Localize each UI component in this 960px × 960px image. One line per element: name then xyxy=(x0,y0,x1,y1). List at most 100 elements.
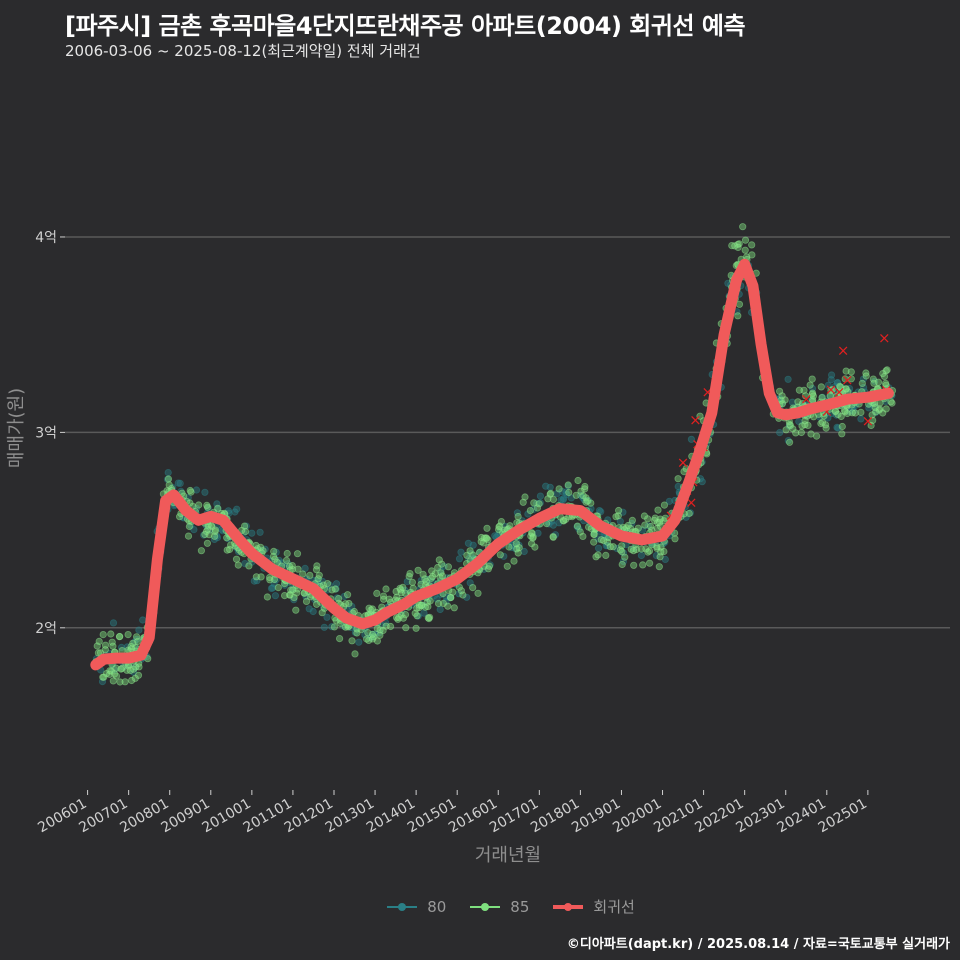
data-point-80 xyxy=(271,592,279,600)
data-point-85 xyxy=(880,372,889,380)
data-point-85 xyxy=(808,375,816,383)
data-point-85 xyxy=(530,499,538,507)
data-point-85 xyxy=(781,396,789,404)
legend: 80 85 회귀선 xyxy=(0,896,960,917)
data-point-85 xyxy=(579,492,587,500)
data-point-85 xyxy=(660,547,668,556)
data-point-85 xyxy=(382,585,390,593)
data-point-85 xyxy=(797,428,806,437)
data-point-80 xyxy=(833,423,841,431)
data-point-80 xyxy=(455,555,464,563)
data-point-85 xyxy=(671,535,679,543)
chart-subtitle: 2006-03-06 ~ 2025-08-12(최근계약일) 전체 거래건 xyxy=(65,42,421,60)
data-point-80 xyxy=(665,497,674,505)
data-point-85 xyxy=(841,408,849,416)
data-point-85 xyxy=(134,671,143,679)
legend-item-85: 85 xyxy=(468,896,529,917)
data-point-85 xyxy=(288,561,296,570)
data-point-85 xyxy=(351,650,359,658)
data-point-85 xyxy=(187,488,195,496)
data-point-85 xyxy=(882,367,890,375)
data-point-85 xyxy=(644,548,652,556)
data-point-85 xyxy=(804,421,812,429)
data-point-85 xyxy=(513,545,521,553)
data-point-85 xyxy=(621,553,629,561)
data-point-85 xyxy=(741,236,750,244)
data-point-80 xyxy=(776,428,784,437)
data-point-80 xyxy=(536,492,545,500)
cancelled-marker: × xyxy=(837,342,850,360)
data-point-85 xyxy=(343,591,352,599)
data-point-85 xyxy=(656,553,664,561)
data-point-85 xyxy=(306,571,314,580)
data-point-85 xyxy=(741,246,749,254)
y-tick-label: 4억 xyxy=(35,230,57,246)
data-point-85 xyxy=(459,591,467,599)
data-point-85 xyxy=(618,547,626,556)
data-point-85 xyxy=(564,481,572,489)
data-point-85 xyxy=(581,485,589,493)
data-point-85 xyxy=(630,561,638,569)
data-point-85 xyxy=(654,506,662,514)
data-point-80 xyxy=(305,605,313,613)
data-point-85 xyxy=(857,408,865,416)
data-point-85 xyxy=(434,599,443,608)
data-point-80 xyxy=(687,435,696,443)
data-point-85 xyxy=(263,593,271,601)
data-point-85 xyxy=(318,609,326,617)
data-point-85 xyxy=(581,482,589,491)
data-point-85 xyxy=(426,597,434,605)
data-point-85 xyxy=(455,583,463,591)
data-point-85 xyxy=(184,532,193,540)
legend-key-85-icon xyxy=(468,897,502,917)
data-point-85 xyxy=(600,536,608,545)
data-point-85 xyxy=(385,595,393,603)
data-point-85 xyxy=(748,251,756,259)
data-point-85 xyxy=(117,665,125,673)
data-point-85 xyxy=(842,367,850,375)
data-point-85 xyxy=(135,663,143,671)
data-point-85 xyxy=(818,418,827,426)
data-point-85 xyxy=(882,405,890,413)
data-point-85 xyxy=(655,563,663,571)
data-point-85 xyxy=(438,572,446,580)
legend-item-80: 80 xyxy=(385,896,446,917)
data-point-85 xyxy=(847,375,855,383)
data-point-85 xyxy=(328,586,336,594)
data-point-85 xyxy=(531,543,539,551)
x-axis-title: 거래년월 xyxy=(475,845,541,866)
data-point-85 xyxy=(245,562,253,570)
data-point-85 xyxy=(402,624,410,632)
data-point-85 xyxy=(609,543,617,551)
data-point-85 xyxy=(809,392,818,400)
data-point-85 xyxy=(795,386,804,394)
data-point-85 xyxy=(126,666,134,675)
data-point-85 xyxy=(401,610,410,619)
data-point-80 xyxy=(542,482,550,490)
data-point-85 xyxy=(555,485,563,493)
data-point-85 xyxy=(289,586,297,594)
data-point-85 xyxy=(399,614,407,622)
data-point-85 xyxy=(116,632,124,641)
data-point-85 xyxy=(627,545,635,553)
data-point-85 xyxy=(109,642,117,650)
data-point-85 xyxy=(785,438,794,446)
cancelled-marker: × xyxy=(800,390,813,408)
data-point-85 xyxy=(862,372,870,380)
data-point-85 xyxy=(234,561,242,569)
data-point-85 xyxy=(302,597,311,606)
data-point-85 xyxy=(734,243,742,251)
data-point-85 xyxy=(529,534,537,542)
legend-key-regression-icon xyxy=(551,897,585,917)
data-point-85 xyxy=(618,560,626,569)
data-point-85 xyxy=(583,497,592,505)
data-point-85 xyxy=(227,541,235,549)
data-point-85 xyxy=(223,534,231,542)
data-point-80 xyxy=(827,376,835,384)
data-point-85 xyxy=(883,366,891,374)
scatter-series-80 xyxy=(92,261,896,686)
data-point-85 xyxy=(503,562,511,570)
data-point-85 xyxy=(483,534,491,542)
data-point-85 xyxy=(107,630,115,638)
data-point-85 xyxy=(292,606,300,614)
